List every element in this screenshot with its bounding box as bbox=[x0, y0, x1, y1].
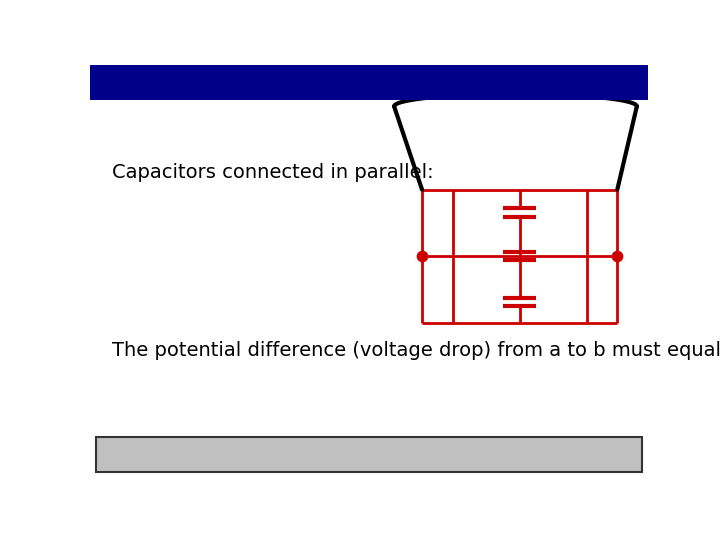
Bar bbox=[96, 437, 642, 472]
Text: Capacitors connected in parallel:: Capacitors connected in parallel: bbox=[112, 163, 434, 181]
Point bbox=[416, 252, 428, 260]
Point bbox=[611, 252, 623, 260]
Bar bbox=[90, 65, 648, 100]
Text: The potential difference (voltage drop) from a to b must equal V.: The potential difference (voltage drop) … bbox=[112, 341, 720, 360]
